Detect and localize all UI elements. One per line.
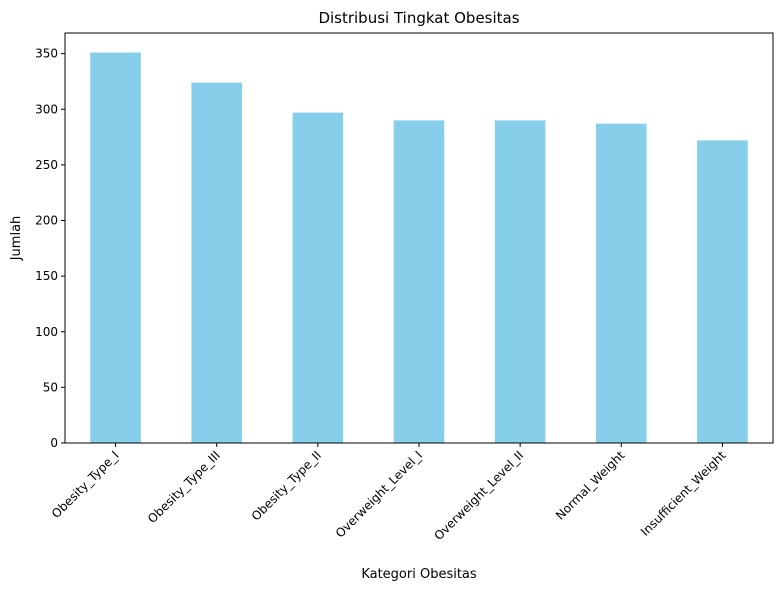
bar [393, 120, 445, 443]
bar [494, 120, 546, 443]
bar [697, 140, 748, 443]
x-tick-label: Obesity_Type_III [145, 448, 223, 526]
y-tick-label: 300 [35, 102, 58, 116]
bar [292, 112, 344, 443]
x-tick-label: Obesity_Type_I [49, 448, 122, 521]
plot-area: 0 50 100 150 200 250 300 350 Obesity_Type_I Obesi… [35, 32, 774, 543]
chart-title: Distribusi Tingkat Obesitas [318, 9, 519, 27]
y-tick-label: 200 [35, 214, 58, 228]
bar [90, 52, 141, 444]
y-tick-label: 0 [50, 436, 58, 450]
y-tick-label: 100 [35, 325, 58, 339]
x-tick-label: Overweight_Level_I [333, 448, 425, 540]
y-tick-label: 50 [43, 380, 58, 394]
y-axis-label: Jumlah [9, 216, 24, 262]
x-tick-label: Obesity_Type_II [249, 448, 324, 523]
x-tick-label: Overweight_Level_II [431, 448, 526, 543]
bar [596, 123, 647, 443]
bar [191, 82, 242, 443]
y-tick-label: 250 [35, 158, 58, 172]
x-tick-label: Normal_Weight [553, 448, 628, 523]
y-tick-label: 350 [35, 47, 58, 61]
x-axis-label: Kategori Obesitas [361, 567, 477, 582]
y-tick-label: 150 [35, 269, 58, 283]
x-tick-label: Insufficient_Weight [638, 448, 729, 539]
